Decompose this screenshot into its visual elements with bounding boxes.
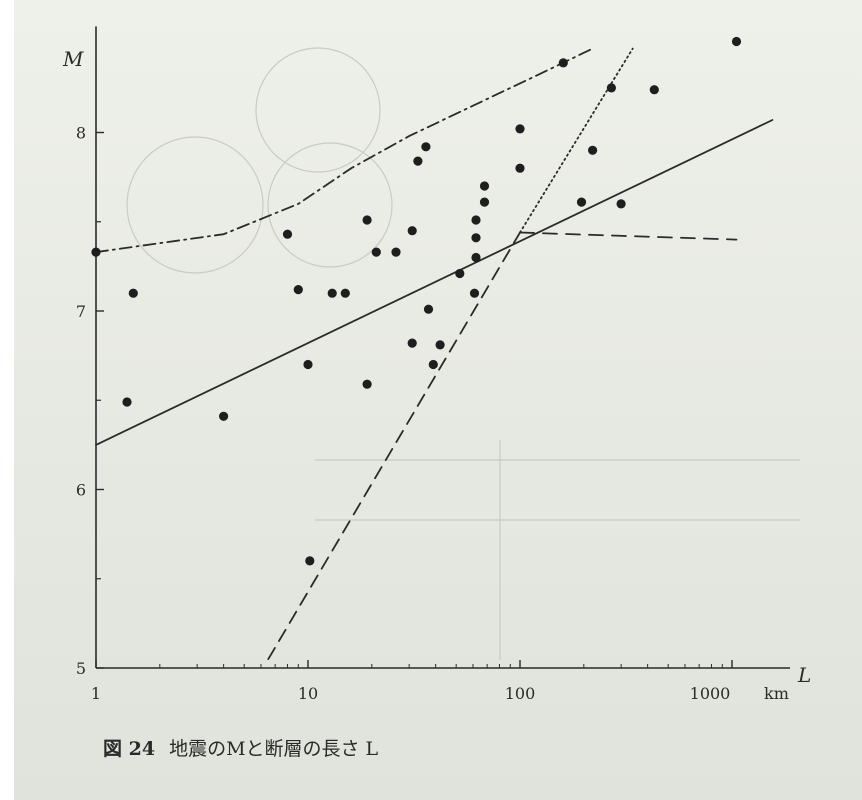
- data-point: [469, 288, 480, 298]
- line-dash-dot: [95, 47, 594, 254]
- data-point: [471, 252, 481, 263]
- data-point: [371, 247, 381, 257]
- line-solid: [95, 119, 774, 446]
- data-point: [616, 199, 626, 209]
- data-point: [293, 285, 303, 295]
- data-point: [576, 197, 587, 207]
- data-point: [423, 304, 434, 314]
- data-point: [407, 338, 417, 348]
- line-dotted: [519, 47, 634, 234]
- data-point: [471, 233, 481, 243]
- y-tick-label: 5: [76, 659, 86, 678]
- data-point: [219, 411, 229, 421]
- data-point: [407, 226, 417, 236]
- data-point: [362, 215, 372, 225]
- line-dashed: [267, 231, 521, 660]
- data-point: [515, 124, 525, 134]
- data-point: [479, 197, 490, 207]
- data-point: [362, 379, 372, 389]
- data-point: [558, 58, 568, 68]
- data-point: [606, 83, 617, 93]
- fit-lines: [95, 47, 774, 660]
- y-tick-label: 7: [76, 302, 86, 321]
- line-long-dashed: [519, 231, 738, 241]
- data-point: [340, 288, 350, 298]
- caption-text: 地震のMと断層の長さ L: [169, 738, 379, 760]
- faint-circle: [255, 47, 381, 173]
- data-point: [413, 156, 423, 166]
- faint-circle: [126, 136, 264, 274]
- figure-number: 図 24: [103, 738, 156, 760]
- x-tick-label: 1000: [690, 684, 731, 703]
- y-axis-title: M: [62, 47, 84, 71]
- data-point: [435, 340, 445, 350]
- data-point: [305, 556, 315, 566]
- data-point: [391, 247, 401, 257]
- faint-circle: [267, 142, 393, 268]
- data-point: [421, 142, 431, 152]
- y-tick-label: 6: [76, 481, 86, 500]
- data-points: [91, 36, 742, 566]
- data-point: [122, 397, 132, 407]
- data-point: [282, 229, 293, 239]
- data-point: [327, 288, 337, 298]
- axes: 5 6 7 8 1 10 100 1000: [76, 26, 790, 703]
- data-point: [128, 288, 138, 298]
- x-axis-title: L: [797, 663, 811, 687]
- faint-background-marks: [126, 47, 800, 660]
- data-point: [303, 359, 313, 370]
- data-point: [91, 247, 101, 257]
- data-point: [588, 145, 598, 155]
- y-tick-label: 8: [76, 124, 86, 143]
- x-tick-label: 100: [505, 684, 536, 703]
- data-point: [731, 36, 742, 47]
- data-point: [471, 215, 481, 225]
- data-point: [455, 268, 465, 279]
- data-point: [649, 85, 659, 95]
- data-point: [515, 163, 525, 173]
- data-point: [479, 181, 490, 191]
- figure-caption: 図 24 地震のMと断層の長さ L: [103, 734, 378, 761]
- axis-labels: M L km: [62, 47, 811, 703]
- x-tick-label: 10: [298, 684, 318, 703]
- x-tick-label: 1: [91, 684, 101, 703]
- data-point: [428, 359, 438, 370]
- x-axis-unit: km: [764, 684, 789, 703]
